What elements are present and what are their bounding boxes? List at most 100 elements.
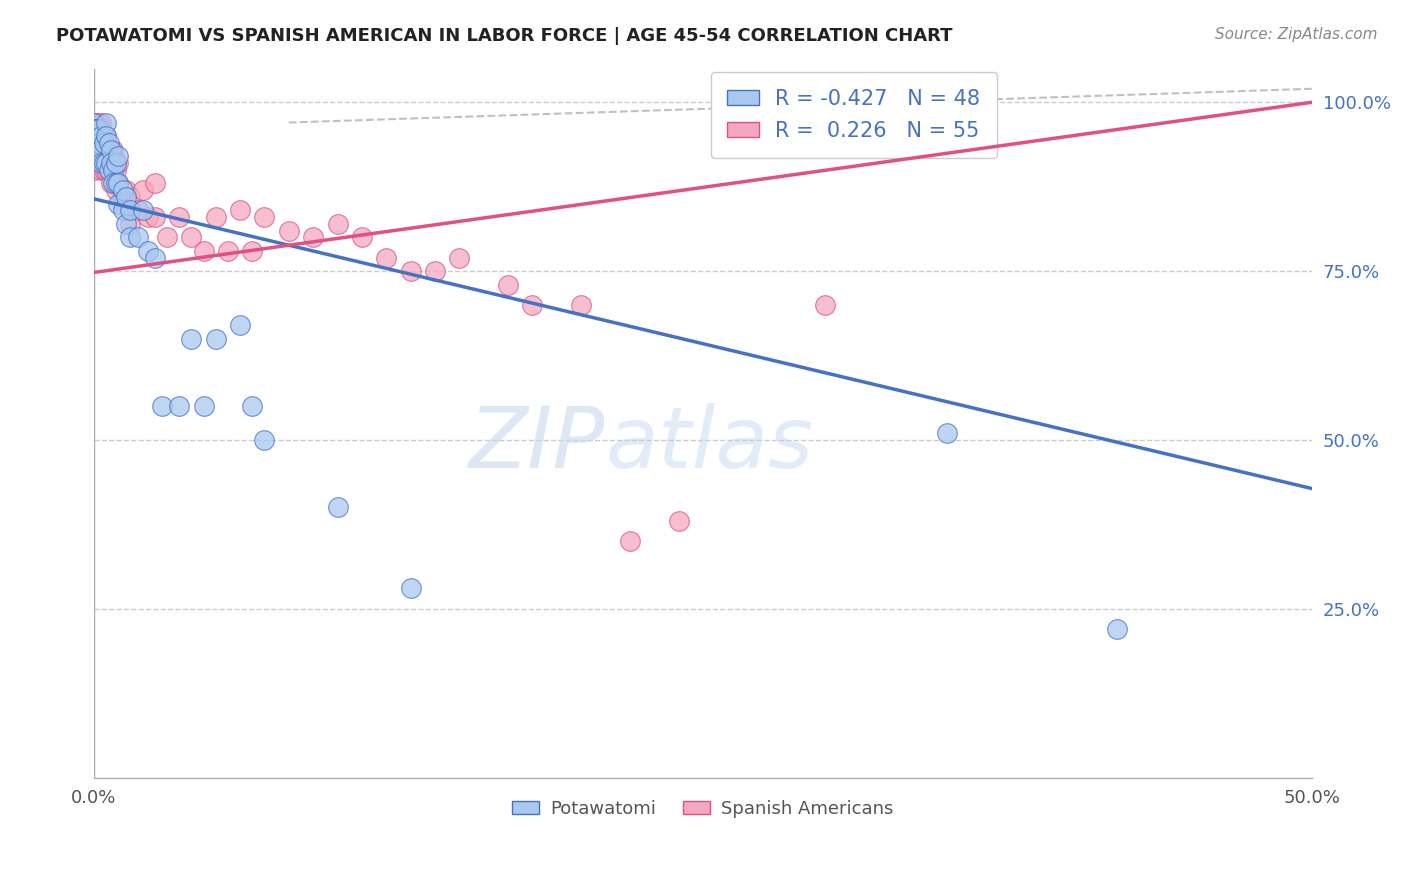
Text: atlas: atlas (606, 403, 814, 486)
Point (107, 177, 129, 191)
Point (114, 190, 136, 204)
Point (180, 332, 202, 346)
Point (94, 129, 117, 144)
Point (104, 156, 127, 170)
Point (93, 136, 115, 150)
Point (107, 177, 129, 191)
Point (83, 115, 105, 129)
Point (240, 244, 263, 258)
Text: POTAWATOMI VS SPANISH AMERICAN IN LABOR FORCE | AGE 45-54 CORRELATION CHART: POTAWATOMI VS SPANISH AMERICAN IN LABOR … (56, 27, 953, 45)
Point (302, 230, 325, 244)
Point (97, 143, 120, 157)
Point (94, 129, 117, 144)
Point (131, 183, 153, 197)
Point (240, 399, 263, 413)
Point (103, 162, 125, 177)
Point (423, 264, 446, 278)
Point (87, 136, 110, 150)
Point (104, 177, 127, 191)
Point (277, 224, 299, 238)
Point (253, 433, 276, 447)
Point (94, 115, 117, 129)
Text: ZIP: ZIP (470, 403, 606, 486)
Point (86, 129, 108, 144)
Text: Source: ZipAtlas.com: Source: ZipAtlas.com (1215, 27, 1378, 42)
Point (935, 426, 957, 441)
Point (112, 203, 135, 218)
Point (104, 162, 127, 177)
Point (449, 251, 471, 265)
Point (114, 217, 136, 231)
Point (103, 177, 125, 191)
Point (522, 298, 544, 312)
Point (94, 162, 117, 177)
Point (90, 115, 112, 129)
Point (253, 210, 276, 224)
Point (103, 143, 125, 157)
Point (167, 210, 190, 224)
Point (143, 210, 166, 224)
Point (204, 332, 226, 346)
Point (86, 122, 108, 136)
Point (156, 230, 179, 244)
Point (204, 210, 226, 224)
Point (569, 298, 592, 312)
Point (375, 251, 398, 265)
Point (104, 183, 127, 197)
Point (97, 162, 120, 177)
Point (83, 162, 105, 177)
Point (399, 264, 422, 278)
Point (136, 244, 159, 258)
Point (193, 244, 215, 258)
Point (496, 277, 519, 292)
Point (83, 129, 105, 144)
Point (83, 136, 105, 150)
Point (127, 230, 149, 244)
Point (127, 203, 149, 218)
Point (87, 122, 110, 136)
Point (90, 143, 112, 157)
Point (668, 514, 690, 528)
Point (120, 230, 142, 244)
Point (97, 136, 120, 150)
Point (229, 203, 252, 218)
Point (97, 162, 120, 177)
Legend: Potawatomi, Spanish Americans: Potawatomi, Spanish Americans (505, 793, 901, 825)
Point (193, 399, 215, 413)
Point (180, 230, 202, 244)
Point (112, 183, 135, 197)
Point (87, 115, 110, 129)
Point (814, 298, 837, 312)
Point (114, 183, 136, 197)
Point (100, 156, 122, 170)
Point (90, 162, 112, 177)
Point (150, 399, 173, 413)
Point (107, 149, 129, 163)
Point (90, 136, 112, 150)
Point (112, 190, 135, 204)
Point (93, 162, 115, 177)
Point (136, 210, 159, 224)
Point (100, 156, 122, 170)
Point (229, 318, 252, 332)
Point (100, 177, 122, 191)
Point (120, 190, 142, 204)
Point (326, 500, 349, 515)
Point (93, 143, 115, 157)
Point (83, 115, 105, 129)
Point (143, 177, 166, 191)
Point (94, 156, 117, 170)
Point (131, 203, 153, 218)
Point (86, 115, 108, 129)
Point (90, 156, 112, 170)
Point (120, 203, 142, 218)
Point (107, 196, 129, 211)
Point (167, 399, 190, 413)
Point (83, 122, 105, 136)
Point (619, 534, 641, 549)
Point (1105, 622, 1128, 636)
Point (399, 582, 422, 596)
Point (93, 156, 115, 170)
Point (120, 217, 142, 231)
Point (350, 230, 373, 244)
